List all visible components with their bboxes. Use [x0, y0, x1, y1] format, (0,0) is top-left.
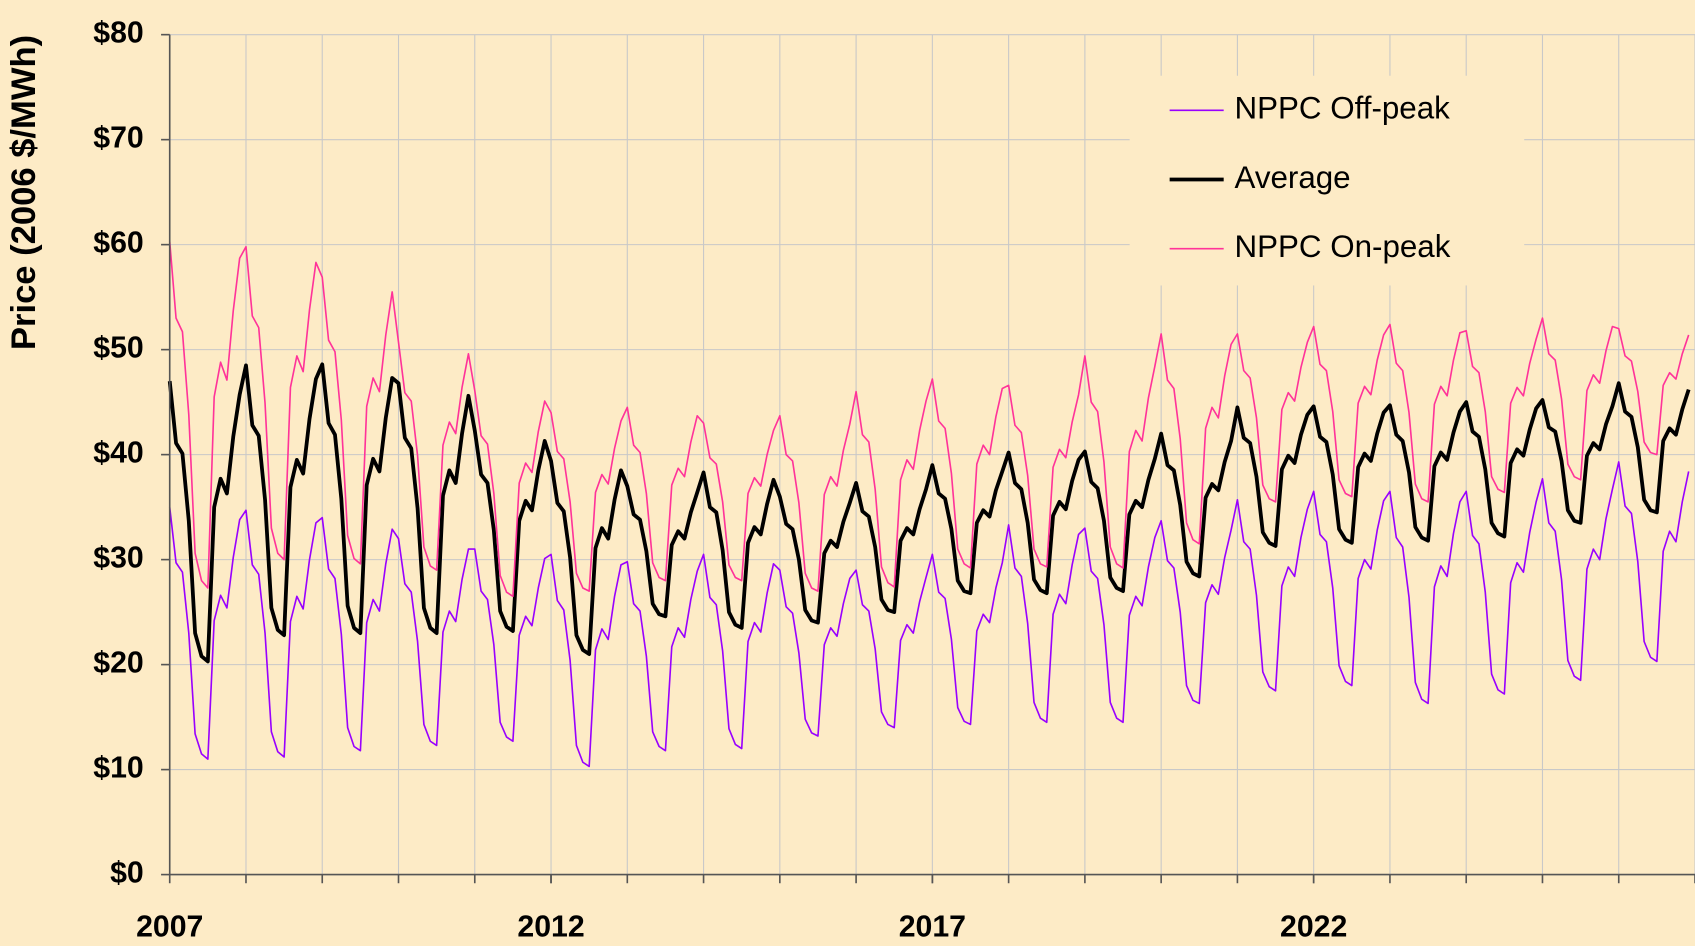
grid [169, 34, 1695, 876]
y-tick-label: $30 [93, 542, 143, 575]
y-tick-label: $60 [93, 227, 143, 260]
y-tick-label: $50 [93, 332, 143, 365]
y-tick-label: $0 [110, 857, 144, 890]
legend-label: NPPC On-peak [1234, 229, 1450, 264]
series-line [168, 461, 1690, 768]
x-tick-label: 2007 [136, 911, 203, 944]
series-line [168, 241, 1690, 598]
lines [167, 241, 1691, 768]
x-tick-label: 2017 [899, 911, 966, 944]
y-tick-label: $10 [93, 752, 143, 785]
axes: $0 $10 $20 $30 $40 $50 $60 $70 $80 2007 2012 2017 20… [93, 17, 1695, 944]
legend-label: Average [1234, 160, 1350, 195]
legend: NPPC Off-peak Average NPPC On-peak [1129, 75, 1525, 286]
y-tick-label: $20 [93, 647, 143, 680]
y-tick-label: $40 [93, 437, 143, 470]
x-tick-label: 2022 [1280, 911, 1347, 944]
series-line [167, 362, 1691, 664]
x-tick-label: 2012 [517, 911, 584, 944]
y-tick-label: $80 [93, 17, 143, 50]
legend-label: NPPC Off-peak [1234, 91, 1450, 126]
y-axis-label: Price (2006 $/MWh) [5, 35, 43, 350]
y-tick-label: $70 [93, 122, 143, 155]
